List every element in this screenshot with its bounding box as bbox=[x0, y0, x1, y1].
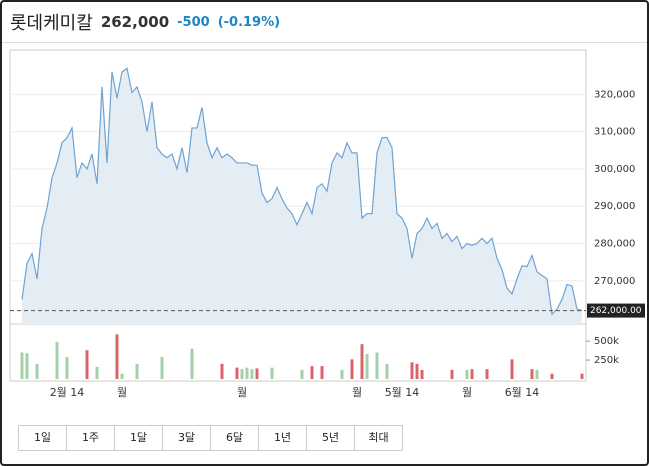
volume-bar bbox=[300, 369, 304, 379]
range-button[interactable]: 5년 bbox=[307, 426, 355, 450]
range-buttons: 1일 1주 1달 3달 6달 1년 5년 최대 bbox=[18, 425, 403, 451]
volume-bar bbox=[550, 373, 554, 379]
volume-bar bbox=[410, 362, 414, 379]
volume-bar bbox=[415, 363, 419, 379]
range-button[interactable]: 3달 bbox=[163, 426, 211, 450]
chart: 270,000 280,000 290,000 300,000 310,000 320,0… bbox=[9, 49, 645, 399]
x-tick-label: 2월 14 bbox=[50, 386, 85, 399]
volume-bar bbox=[160, 357, 164, 379]
range-button[interactable]: 1주 bbox=[67, 426, 115, 450]
y-tick-label: 310,000 bbox=[594, 127, 635, 138]
price-area bbox=[22, 68, 582, 324]
y-tick-label: 270,000 bbox=[594, 276, 635, 287]
range-button[interactable]: 1년 bbox=[259, 426, 307, 450]
volume-tick-label: 500k bbox=[594, 336, 619, 347]
y-tick-label: 290,000 bbox=[594, 201, 635, 212]
y-tick-label: 280,000 bbox=[594, 238, 635, 249]
volume-bar bbox=[385, 363, 389, 379]
volume-bar bbox=[250, 369, 254, 379]
x-tick-label: 월 bbox=[117, 386, 127, 399]
header: 롯데케미칼 262,000 -500 (-0.19%) bbox=[2, 2, 647, 43]
volume-bar bbox=[420, 369, 424, 379]
volume-bar bbox=[360, 344, 364, 379]
volume-bar bbox=[350, 359, 354, 379]
volume-bar bbox=[510, 359, 514, 379]
volume-bar bbox=[270, 367, 274, 379]
price-change: -500 bbox=[177, 14, 210, 30]
stock-price: 262,000 bbox=[100, 13, 170, 31]
volume-bar bbox=[340, 369, 344, 379]
volume-bar bbox=[530, 369, 534, 379]
volume-bar bbox=[120, 373, 124, 379]
volume-bar bbox=[35, 363, 39, 379]
volume-bar bbox=[240, 369, 244, 379]
x-tick-label: 6월 14 bbox=[505, 386, 540, 399]
price-change-pct: (-0.19%) bbox=[217, 14, 281, 30]
last-price-box bbox=[587, 303, 645, 318]
volume-bar bbox=[255, 368, 259, 379]
volume-bar bbox=[135, 363, 139, 379]
x-tick-label: 월 bbox=[462, 386, 472, 399]
volume-bar bbox=[20, 352, 24, 379]
x-tick-label: 월 bbox=[237, 386, 247, 399]
volume-bar bbox=[310, 366, 314, 379]
x-tick-label: 5월 14 bbox=[385, 386, 420, 399]
volume-bar bbox=[375, 352, 379, 379]
range-button[interactable]: 최대 bbox=[368, 431, 389, 444]
volume-bar bbox=[115, 334, 119, 379]
volume-pane bbox=[9, 323, 587, 382]
volume-bar bbox=[25, 353, 29, 379]
range-button[interactable]: 1일 bbox=[19, 426, 67, 450]
stock-name: 롯데케미칼 bbox=[10, 13, 93, 34]
volume-bar bbox=[580, 373, 584, 379]
volume-bar bbox=[535, 369, 539, 379]
y-tick-label: 320,000 bbox=[594, 89, 635, 100]
volume-bar bbox=[95, 366, 99, 379]
price-line bbox=[21, 67, 583, 316]
volume-bar bbox=[235, 367, 239, 379]
x-tick-label: 월 bbox=[352, 386, 362, 399]
volume-bar bbox=[365, 354, 369, 379]
volume-bar bbox=[450, 369, 454, 379]
last-price-label: 262,000.00 bbox=[590, 306, 642, 316]
range-button[interactable]: 1달 bbox=[115, 426, 163, 450]
volume-bar bbox=[65, 357, 69, 379]
volume-bar bbox=[190, 348, 194, 379]
y-tick-label: 300,000 bbox=[594, 164, 635, 175]
volume-bar bbox=[245, 367, 249, 379]
volume-bar bbox=[485, 369, 489, 379]
volume-bar bbox=[470, 369, 474, 379]
volume-bar bbox=[320, 366, 324, 379]
volume-tick-label: 250k bbox=[594, 355, 619, 366]
volume-bar bbox=[220, 363, 224, 379]
range-button[interactable]: 6달 bbox=[211, 426, 259, 450]
volume-bar bbox=[465, 369, 469, 379]
volume-bar bbox=[55, 341, 59, 379]
volume-bar bbox=[85, 350, 89, 379]
